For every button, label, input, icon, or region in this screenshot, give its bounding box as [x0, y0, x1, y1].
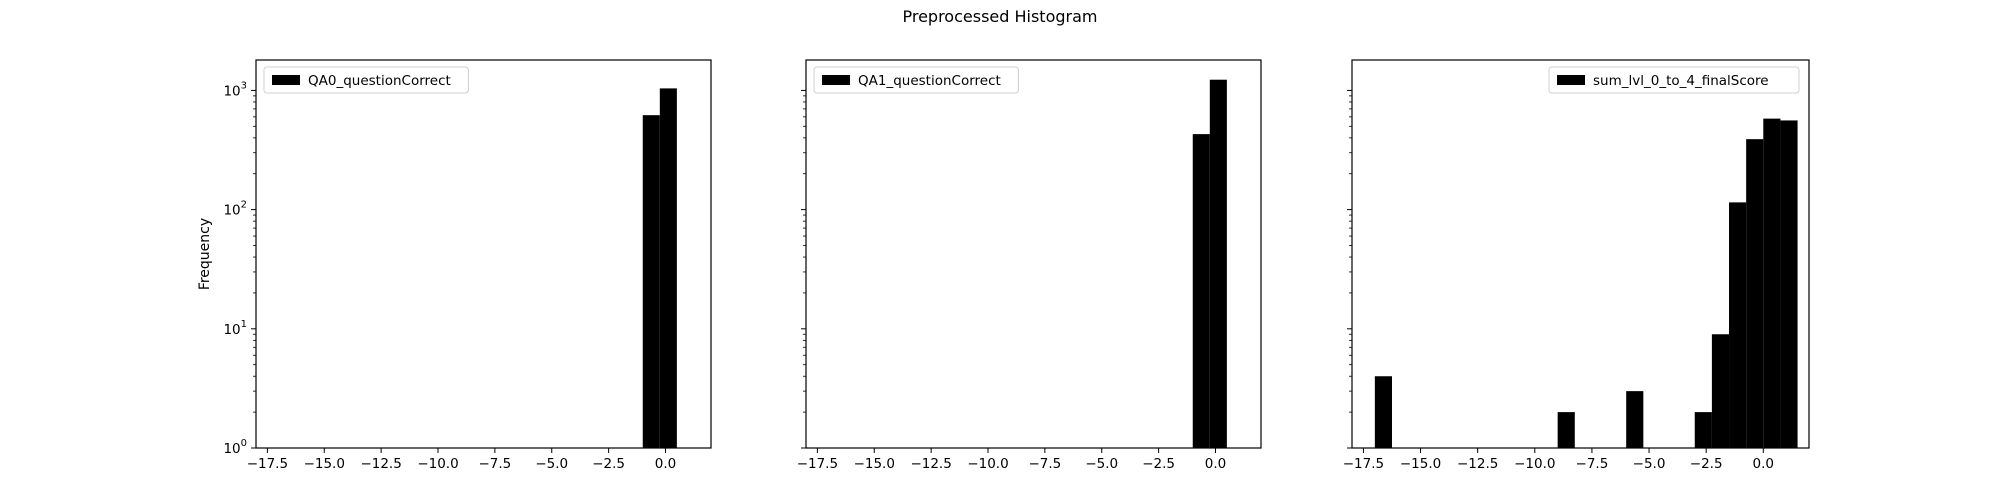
x-tick-label: −12.5 [360, 456, 401, 472]
legend-label: QA1_questionCorrect [858, 73, 1001, 89]
x-tick-label: −7.5 [1576, 456, 1609, 472]
x-tick-label: 0.0 [655, 456, 676, 472]
x-tick-label: 0.0 [1205, 456, 1226, 472]
histogram-bar [1780, 120, 1798, 448]
histogram-bar [1209, 79, 1227, 448]
x-tick-label: −15.0 [1400, 456, 1441, 472]
x-tick-label: −5.0 [1633, 456, 1666, 472]
x-tick-label: −15.0 [304, 456, 345, 472]
x-tick-label: −17.5 [247, 456, 288, 472]
histogram-bar [1192, 134, 1210, 449]
legend-swatch [272, 75, 300, 85]
legend-box [1548, 66, 1800, 94]
histogram-bar [1626, 391, 1644, 448]
legend-box [263, 66, 469, 94]
histogram-bar [1694, 412, 1712, 448]
x-tick-label: −5.0 [1085, 456, 1118, 472]
histogram-bar [1711, 334, 1730, 448]
axes-frame [805, 59, 1262, 449]
histogram-bar [642, 115, 660, 449]
histogram-bar [1557, 412, 1575, 448]
histogram-bar [1374, 376, 1392, 448]
x-tick-label: −7.5 [1028, 456, 1061, 472]
x-tick-label: −10.0 [417, 456, 458, 472]
legend-swatch [822, 75, 850, 85]
y-axis-label: Frequency [197, 218, 213, 290]
y-tick-label: 101 [223, 319, 247, 338]
histogram-bar [1763, 118, 1781, 448]
x-tick-label: −10.0 [1514, 456, 1555, 472]
x-tick-label: −5.0 [535, 456, 568, 472]
y-tick-label: 103 [223, 80, 247, 99]
legend-label: sum_lvl_0_to_4_finalScore [1593, 73, 1769, 89]
x-tick-label: −15.0 [854, 456, 895, 472]
axes-frame [1351, 59, 1810, 449]
legend-box [813, 66, 1019, 94]
x-tick-label: −12.5 [1457, 456, 1498, 472]
x-tick-label: 0.0 [1753, 456, 1774, 472]
x-tick-label: −17.5 [1343, 456, 1384, 472]
axes-frame [255, 59, 712, 449]
legend-swatch [1557, 75, 1585, 85]
y-tick-label: 102 [223, 200, 247, 219]
histogram-bar [659, 88, 677, 448]
chart-title: Preprocessed Histogram [902, 7, 1098, 26]
x-tick-label: −2.5 [592, 456, 625, 472]
subplot-1: −17.5 −15.0 −12.5 −10.0 −7.5 −5.0 −2.5 0.0 100 10… [223, 59, 712, 472]
x-tick-label: −12.5 [910, 456, 951, 472]
histogram-bar [1746, 139, 1764, 448]
histogram-bar [1729, 202, 1747, 448]
x-tick-label: −7.5 [478, 456, 511, 472]
x-tick-label: −2.5 [1142, 456, 1175, 472]
subplot-3: −17.5 −15.0 −12.5 −10.0 −7.5 −5.0 −2.5 0.0 sum_l… [1343, 59, 1810, 472]
x-tick-label: −17.5 [797, 456, 838, 472]
x-tick-label: −2.5 [1690, 456, 1723, 472]
subplot-2: −17.5 −15.0 −12.5 −10.0 −7.5 −5.0 −2.5 0.0 QA1_q… [797, 59, 1262, 472]
y-tick-label: 100 [223, 438, 247, 457]
x-tick-label: −10.0 [967, 456, 1008, 472]
legend-label: QA0_questionCorrect [308, 73, 451, 89]
